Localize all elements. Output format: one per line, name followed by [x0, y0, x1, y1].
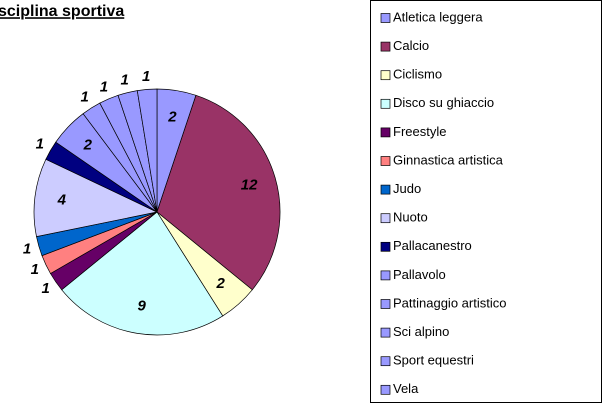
legend-box [370, 0, 602, 403]
data-label: 1 [41, 280, 49, 297]
legend-label: Pallavolo [393, 267, 446, 282]
legend-swatch [380, 70, 391, 81]
data-label: 1 [142, 68, 150, 85]
legend-swatch [380, 184, 391, 195]
legend-label: Disco su ghiaccio [393, 95, 494, 110]
legend-label: Nuoto [393, 210, 428, 225]
legend-swatch [380, 127, 391, 138]
legend-swatch [380, 241, 391, 252]
data-label: 1 [23, 241, 31, 258]
legend-label: Freestyle [393, 124, 446, 139]
pie-slice [61, 211, 224, 336]
pie-slice [33, 158, 159, 238]
legend-swatch [380, 270, 391, 281]
legend-label: Ciclismo [393, 67, 442, 82]
legend-label: Sci alpino [393, 324, 449, 339]
legend-swatch [380, 213, 391, 224]
data-label: 1 [31, 261, 39, 278]
pie-slice [136, 88, 158, 213]
legend-swatch [380, 299, 391, 309]
legend-swatch [380, 384, 391, 395]
legend-swatch [380, 356, 391, 367]
legend-label: Vela [393, 381, 419, 396]
legend-swatch [380, 41, 391, 52]
data-label: 1 [36, 135, 44, 152]
legend-label: Pattinaggio artistico [393, 295, 506, 310]
legend-label: Sport equestri [393, 353, 474, 368]
data-label: 9 [137, 298, 146, 315]
legend-swatch [380, 13, 391, 23]
data-label: 1 [120, 72, 128, 89]
legend-swatch [380, 98, 391, 109]
data-label: 12 [241, 176, 258, 193]
legend-swatch [380, 156, 391, 166]
legend-label: Calcio [393, 38, 429, 53]
legend-label: Judo [393, 181, 421, 196]
chart-title: sciplina sportiva [0, 3, 124, 20]
data-label: 2 [215, 275, 225, 292]
legend-swatch [380, 327, 391, 338]
data-label: 4 [57, 191, 67, 208]
data-label: 2 [167, 108, 177, 125]
data-label: 2 [83, 137, 93, 154]
data-label: 1 [81, 89, 89, 106]
legend-label: Ginnastica artistica [393, 152, 504, 167]
legend-label: Atletica leggera [393, 9, 483, 24]
legend-label: Pallacanestro [393, 238, 472, 253]
data-label: 1 [100, 78, 108, 95]
pie-slice [156, 94, 281, 291]
